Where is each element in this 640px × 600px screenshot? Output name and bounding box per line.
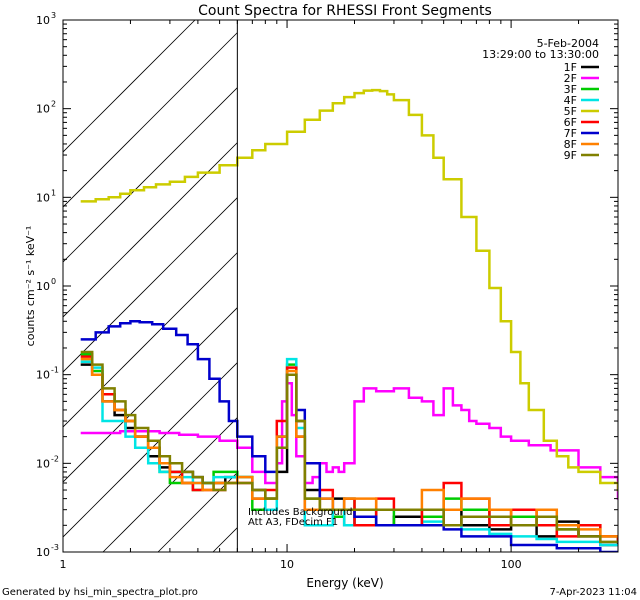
hatch-line (63, 20, 306, 263)
x-tick-label: 10 (280, 558, 294, 571)
annotation-line-2: Att A3, FDecim F1 (248, 517, 338, 528)
footer-timestamp: 7-Apr-2023 11:04 (550, 587, 637, 598)
time-range-label: 13:29:00 to 13:30:00 (482, 48, 599, 61)
y-tick-label-exp: -1 (51, 366, 59, 375)
hatch-line (63, 20, 196, 153)
series-line-4F (80, 357, 618, 547)
legend-label-3F: 3F (564, 83, 577, 96)
legend-label-1F: 1F (564, 61, 577, 74)
y-tick-label-exp: 0 (51, 277, 56, 286)
y-tick-label-exp: -3 (51, 543, 59, 552)
legend-label-9F: 9F (564, 149, 577, 162)
x-axis-label: Energy (keV) (306, 576, 383, 590)
y-axis-label: counts cm⁻² s⁻¹ keV⁻¹ (24, 226, 37, 347)
legend-label-2F: 2F (564, 72, 577, 85)
y-tick-label-exp: -2 (51, 454, 59, 463)
date-label: 5-Feb-2004 (537, 37, 599, 50)
series-line-9F (80, 350, 618, 544)
y-tick-label-base: 10 (36, 191, 50, 204)
y-tick-label-base: 10 (36, 457, 50, 470)
y-tick-label-exp: 3 (51, 11, 56, 20)
y-tick-label-base: 10 (36, 103, 50, 116)
hatch-line (63, 20, 251, 208)
x-tick-label: 100 (501, 558, 522, 571)
y-tick-label-exp: 1 (51, 188, 56, 197)
annotation-line-1: Includes Background (248, 507, 352, 518)
legend-label-6F: 6F (564, 116, 577, 129)
legend-label-4F: 4F (564, 94, 577, 107)
x-tick-label: 1 (60, 558, 67, 571)
legend-label-8F: 8F (564, 138, 577, 151)
hatch-mask (237, 20, 618, 552)
chart-title: Count Spectra for RHESSI Front Segments (198, 3, 492, 19)
legend-label-5F: 5F (564, 105, 577, 118)
y-tick-label-base: 10 (36, 369, 50, 382)
generated-by-text: Generated by hsi_min_spectra_plot.pro (2, 587, 198, 598)
series-line-5F (80, 88, 618, 492)
hatched-region (63, 20, 618, 552)
legend-label-7F: 7F (564, 127, 577, 140)
y-tick-label-base: 10 (36, 280, 50, 293)
y-tick-label-base: 10 (36, 546, 50, 559)
y-tick-label-exp: 2 (51, 100, 56, 109)
y-tick-label-base: 10 (36, 14, 50, 27)
